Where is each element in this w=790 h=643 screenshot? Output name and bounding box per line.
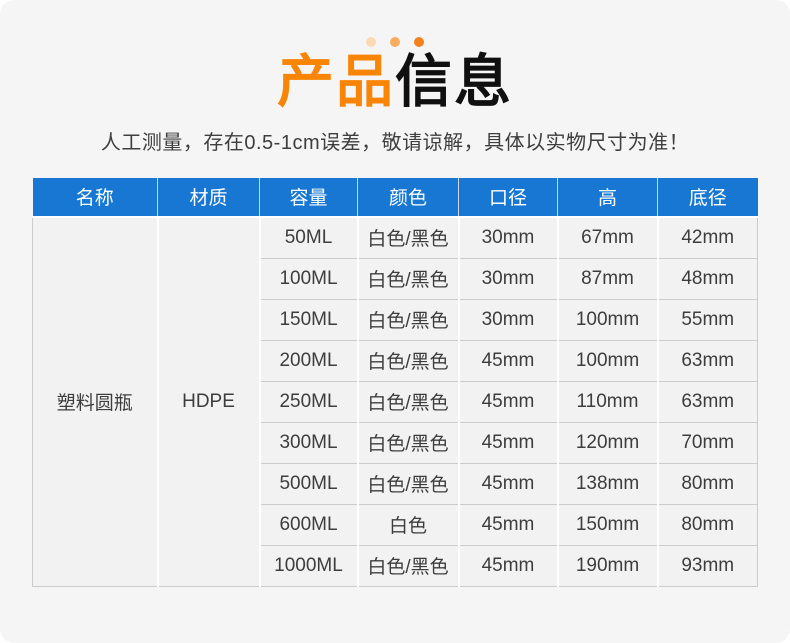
orange-dot-icon-light — [366, 37, 376, 47]
capacity-cell: 500ML — [258, 462, 358, 505]
base-diameter-cell: 55mm — [656, 298, 758, 341]
base-diameter-cell: 42mm — [656, 215, 758, 259]
product-spec-table: 名称 材质 容量 颜色 口径 高 底径 塑料圆瓶 HDPE 50ML 白色/黑色… — [32, 177, 758, 587]
diameter-cell: 45mm — [457, 339, 558, 382]
height-cell: 120mm — [556, 421, 658, 464]
page-title-rest: 信息 — [395, 50, 513, 114]
height-cell: 150mm — [556, 503, 658, 546]
decor-dots — [0, 0, 790, 47]
material-cell: HDPE — [156, 215, 260, 587]
base-diameter-cell: 48mm — [656, 257, 758, 300]
capacity-cell: 100ML — [258, 257, 358, 300]
table-row: 300ML 白色/黑色 45mm 120mm 70mm — [33, 421, 758, 464]
orange-dot-icon-dark — [414, 37, 424, 47]
capacity-cell: 300ML — [258, 421, 358, 464]
color-cell: 白色 — [356, 503, 459, 546]
color-cell: 白色/黑色 — [356, 339, 459, 382]
base-diameter-cell: 63mm — [656, 380, 758, 423]
base-diameter-cell: 63mm — [656, 339, 758, 382]
diameter-cell: 45mm — [457, 544, 558, 587]
orange-dot-icon-medium — [390, 37, 400, 47]
table-row: 200ML 白色/黑色 45mm 100mm 63mm — [33, 339, 758, 382]
page-title: 产品信息 — [0, 50, 790, 115]
capacity-cell: 250ML — [258, 380, 358, 423]
base-diameter-cell: 93mm — [656, 544, 758, 587]
height-cell: 190mm — [556, 544, 658, 587]
base-diameter-cell: 80mm — [656, 462, 758, 505]
column-header-base-diameter: 底径 — [657, 177, 758, 217]
table-row: 150ML 白色/黑色 30mm 100mm 55mm — [33, 298, 758, 341]
capacity-cell: 50ML — [258, 215, 358, 259]
table-row: 250ML 白色/黑色 45mm 110mm 63mm — [33, 380, 758, 423]
column-header-height: 高 — [557, 177, 658, 217]
color-cell: 白色/黑色 — [356, 544, 459, 587]
capacity-cell: 600ML — [258, 503, 358, 546]
height-cell: 100mm — [556, 298, 658, 341]
color-cell: 白色/黑色 — [356, 257, 459, 300]
diameter-cell: 45mm — [457, 503, 558, 546]
column-header-color: 颜色 — [357, 177, 459, 217]
diameter-cell: 30mm — [457, 257, 558, 300]
column-header-capacity: 容量 — [259, 177, 358, 217]
height-cell: 100mm — [556, 339, 658, 382]
product-name-cell: 塑料圆瓶 — [32, 215, 158, 587]
color-cell: 白色/黑色 — [356, 380, 459, 423]
base-diameter-cell: 80mm — [656, 503, 758, 546]
table-row: 500ML 白色/黑色 45mm 138mm 80mm — [33, 462, 758, 505]
capacity-cell: 150ML — [258, 298, 358, 341]
page-title-accent: 产品 — [277, 50, 395, 114]
table-header-row: 名称 材质 容量 颜色 口径 高 底径 — [32, 177, 758, 217]
diameter-cell: 45mm — [457, 462, 558, 505]
height-cell: 87mm — [556, 257, 658, 300]
base-diameter-cell: 70mm — [656, 421, 758, 464]
table-row: 600ML 白色 45mm 150mm 80mm — [33, 503, 758, 546]
height-cell: 110mm — [556, 380, 658, 423]
diameter-cell: 45mm — [457, 380, 558, 423]
capacity-cell: 200ML — [258, 339, 358, 382]
diameter-cell: 45mm — [457, 421, 558, 464]
diameter-cell: 30mm — [457, 298, 558, 341]
table-row: 塑料圆瓶 HDPE 50ML 白色/黑色 30mm 67mm 42mm — [32, 215, 758, 587]
table-row: 100ML 白色/黑色 30mm 87mm 48mm — [33, 257, 758, 300]
color-cell: 白色/黑色 — [356, 298, 459, 341]
height-cell: 138mm — [556, 462, 658, 505]
column-header-diameter: 口径 — [458, 177, 558, 217]
measurement-disclaimer: 人工测量，存在0.5-1cm误差，敬请谅解，具体以实物尺寸为准！ — [100, 131, 690, 154]
color-cell: 白色/黑色 — [356, 462, 459, 505]
table-row: 1000ML 白色/黑色 45mm 190mm 93mm — [33, 544, 758, 587]
column-header-material: 材质 — [157, 177, 260, 217]
column-header-name: 名称 — [32, 177, 158, 217]
capacity-cell: 1000ML — [258, 544, 358, 587]
height-cell: 67mm — [556, 215, 658, 259]
color-cell: 白色/黑色 — [356, 421, 459, 464]
color-cell: 白色/黑色 — [356, 215, 459, 259]
diameter-cell: 30mm — [457, 215, 558, 259]
